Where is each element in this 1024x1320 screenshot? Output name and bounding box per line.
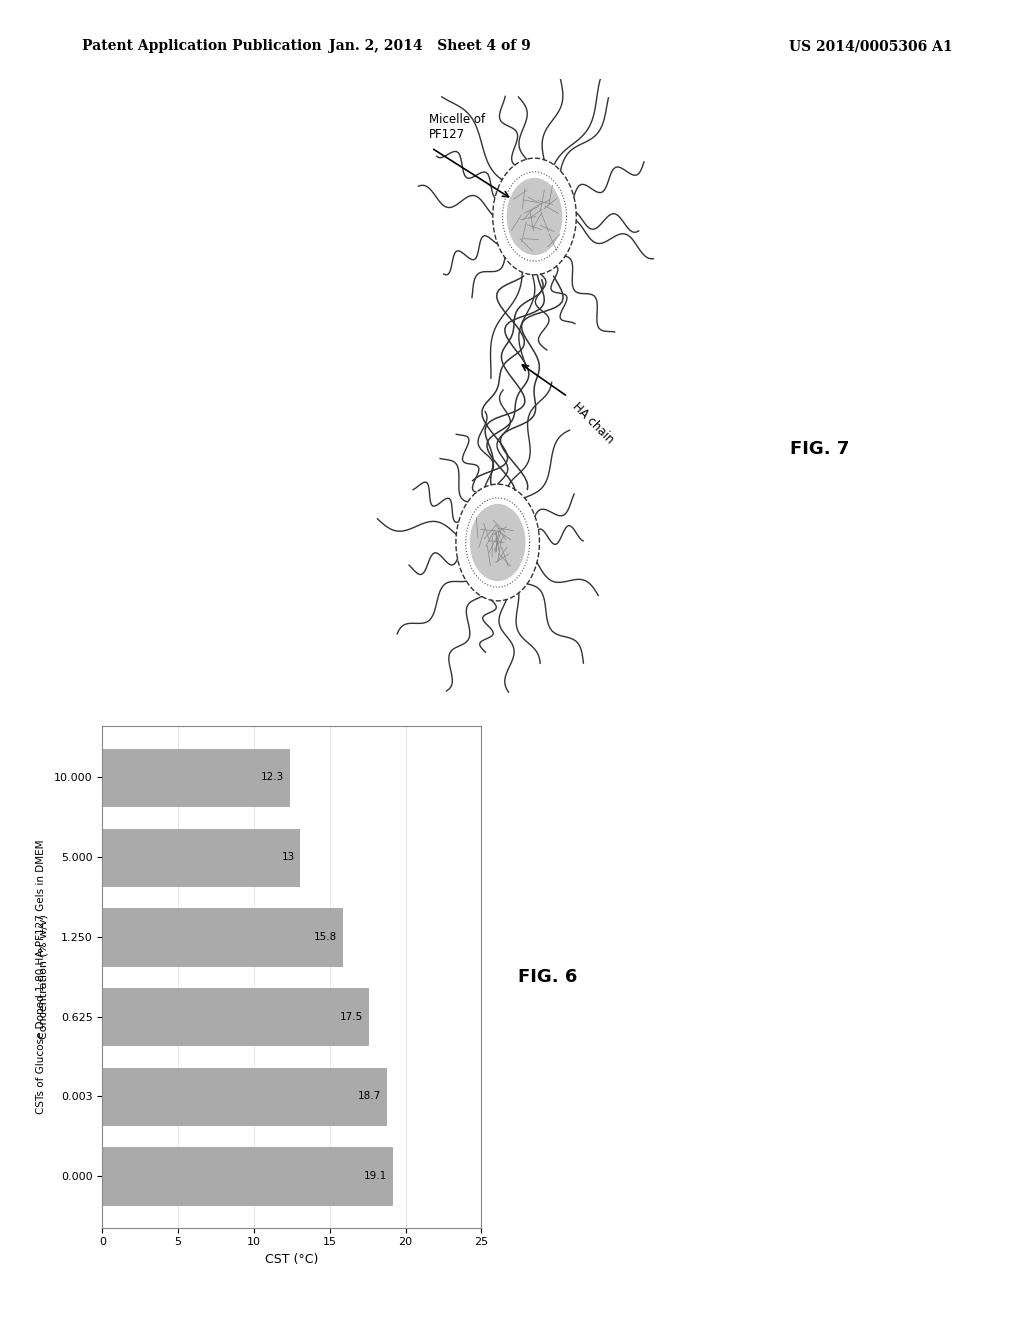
Bar (102, 748, 289, 807)
Text: US 2014/0005306 A1: US 2014/0005306 A1 (788, 40, 952, 53)
Bar (102, 987, 368, 1045)
Bar (102, 1068, 386, 1125)
Y-axis label: Concentration (% w/v): Concentration (% w/v) (39, 915, 48, 1039)
Bar (102, 829, 299, 886)
Circle shape (507, 178, 562, 255)
Bar (102, 908, 342, 966)
Text: 12.3: 12.3 (261, 772, 285, 783)
Circle shape (470, 504, 525, 581)
Text: Micelle of
PF127: Micelle of PF127 (429, 114, 485, 141)
X-axis label: CST (°C): CST (°C) (265, 1253, 318, 1266)
Text: FIG. 7: FIG. 7 (790, 440, 849, 458)
Text: HA chain: HA chain (570, 400, 616, 446)
Text: CSTs of Glucose Doped 1:80 HA-PF127 Gels in DMEM: CSTs of Glucose Doped 1:80 HA-PF127 Gels… (36, 840, 46, 1114)
Text: FIG. 6: FIG. 6 (518, 968, 578, 986)
Text: 13: 13 (282, 853, 295, 862)
Text: 17.5: 17.5 (340, 1011, 364, 1022)
Text: Patent Application Publication: Patent Application Publication (82, 40, 322, 53)
Text: 19.1: 19.1 (365, 1171, 387, 1181)
Text: Jan. 2, 2014   Sheet 4 of 9: Jan. 2, 2014 Sheet 4 of 9 (329, 40, 531, 53)
Text: 15.8: 15.8 (314, 932, 337, 942)
Bar (102, 1147, 392, 1205)
Text: 18.7: 18.7 (358, 1092, 381, 1101)
